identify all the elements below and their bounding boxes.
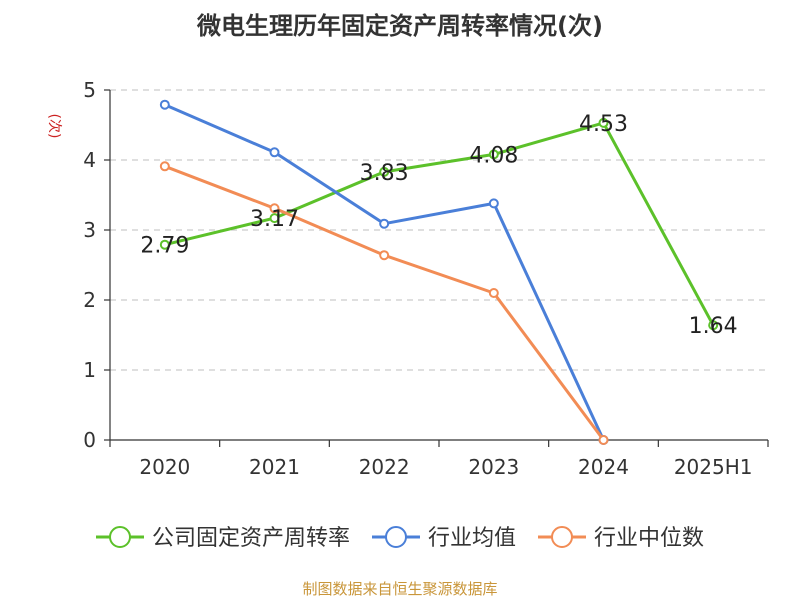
- y-tick-label: 0: [83, 428, 96, 452]
- data-point[interactable]: [159, 99, 170, 110]
- legend-item[interactable]: 行业均值: [372, 526, 516, 551]
- legend-item[interactable]: 公司固定资产周转率: [96, 526, 350, 551]
- y-tick-label: 3: [83, 218, 96, 242]
- x-tick-label: 2022: [359, 455, 410, 479]
- data-point[interactable]: [379, 218, 390, 229]
- data-point[interactable]: [159, 239, 170, 250]
- data-label: 3.83: [360, 161, 409, 186]
- data-label: 3.17: [250, 207, 299, 232]
- data-point[interactable]: [269, 147, 280, 158]
- gridlines: [110, 89, 768, 371]
- data-point[interactable]: [488, 149, 499, 160]
- legend-label: 公司固定资产周转率: [152, 526, 350, 551]
- y-axis-label: (次): [46, 114, 62, 139]
- series-1: [159, 117, 719, 331]
- data-point[interactable]: [488, 198, 499, 209]
- x-tick-label: 2025H1: [674, 455, 753, 479]
- series-group: [159, 99, 719, 445]
- legend-item[interactable]: 行业中位数: [538, 526, 704, 551]
- legend-label: 行业中位数: [594, 526, 704, 551]
- series-3: [159, 161, 609, 445]
- x-tick-label: 2023: [468, 455, 519, 479]
- y-tick-label: 5: [83, 78, 96, 102]
- series-line: [164, 164, 605, 441]
- legend-marker: [109, 526, 131, 548]
- data-point[interactable]: [379, 166, 390, 177]
- y-tick-label: 2: [83, 288, 96, 312]
- data-point[interactable]: [708, 320, 719, 331]
- data-labels-group: 2.79 3.17 3.83 4.08 4.53 1.64: [140, 112, 737, 339]
- axes: 0 1 2 3 4 5 2020 2021 2022 2023 2024 2025H1: [83, 78, 769, 479]
- series-line: [164, 121, 715, 326]
- legend-marker: [551, 526, 573, 548]
- x-tick-label: 2020: [139, 455, 190, 479]
- data-point[interactable]: [488, 288, 499, 298]
- data-point[interactable]: [269, 203, 280, 214]
- source-footer: 制图数据来自恒生聚源数据库: [302, 580, 498, 598]
- legend-marker: [385, 526, 407, 548]
- data-point[interactable]: [598, 435, 609, 445]
- data-point[interactable]: [269, 213, 280, 224]
- series-2: [159, 99, 609, 445]
- x-tick-label: 2024: [578, 455, 629, 479]
- legend-label: 行业均值: [428, 526, 516, 551]
- data-label: 4.53: [579, 112, 628, 137]
- data-point[interactable]: [598, 117, 609, 128]
- data-point[interactable]: [159, 161, 170, 172]
- x-tick-label: 2021: [249, 455, 300, 479]
- y-tick-label: 4: [83, 148, 96, 172]
- y-tick-label: 1: [83, 358, 96, 382]
- chart-title: 微电生理历年固定资产周转率情况(次): [197, 12, 603, 40]
- data-point[interactable]: [379, 250, 390, 261]
- data-label: 4.08: [469, 143, 518, 168]
- legend[interactable]: 公司固定资产周转率 行业均值 行业中位数: [96, 526, 704, 551]
- data-label: 2.79: [140, 234, 189, 259]
- series-line: [164, 103, 605, 441]
- data-label: 1.64: [689, 314, 738, 339]
